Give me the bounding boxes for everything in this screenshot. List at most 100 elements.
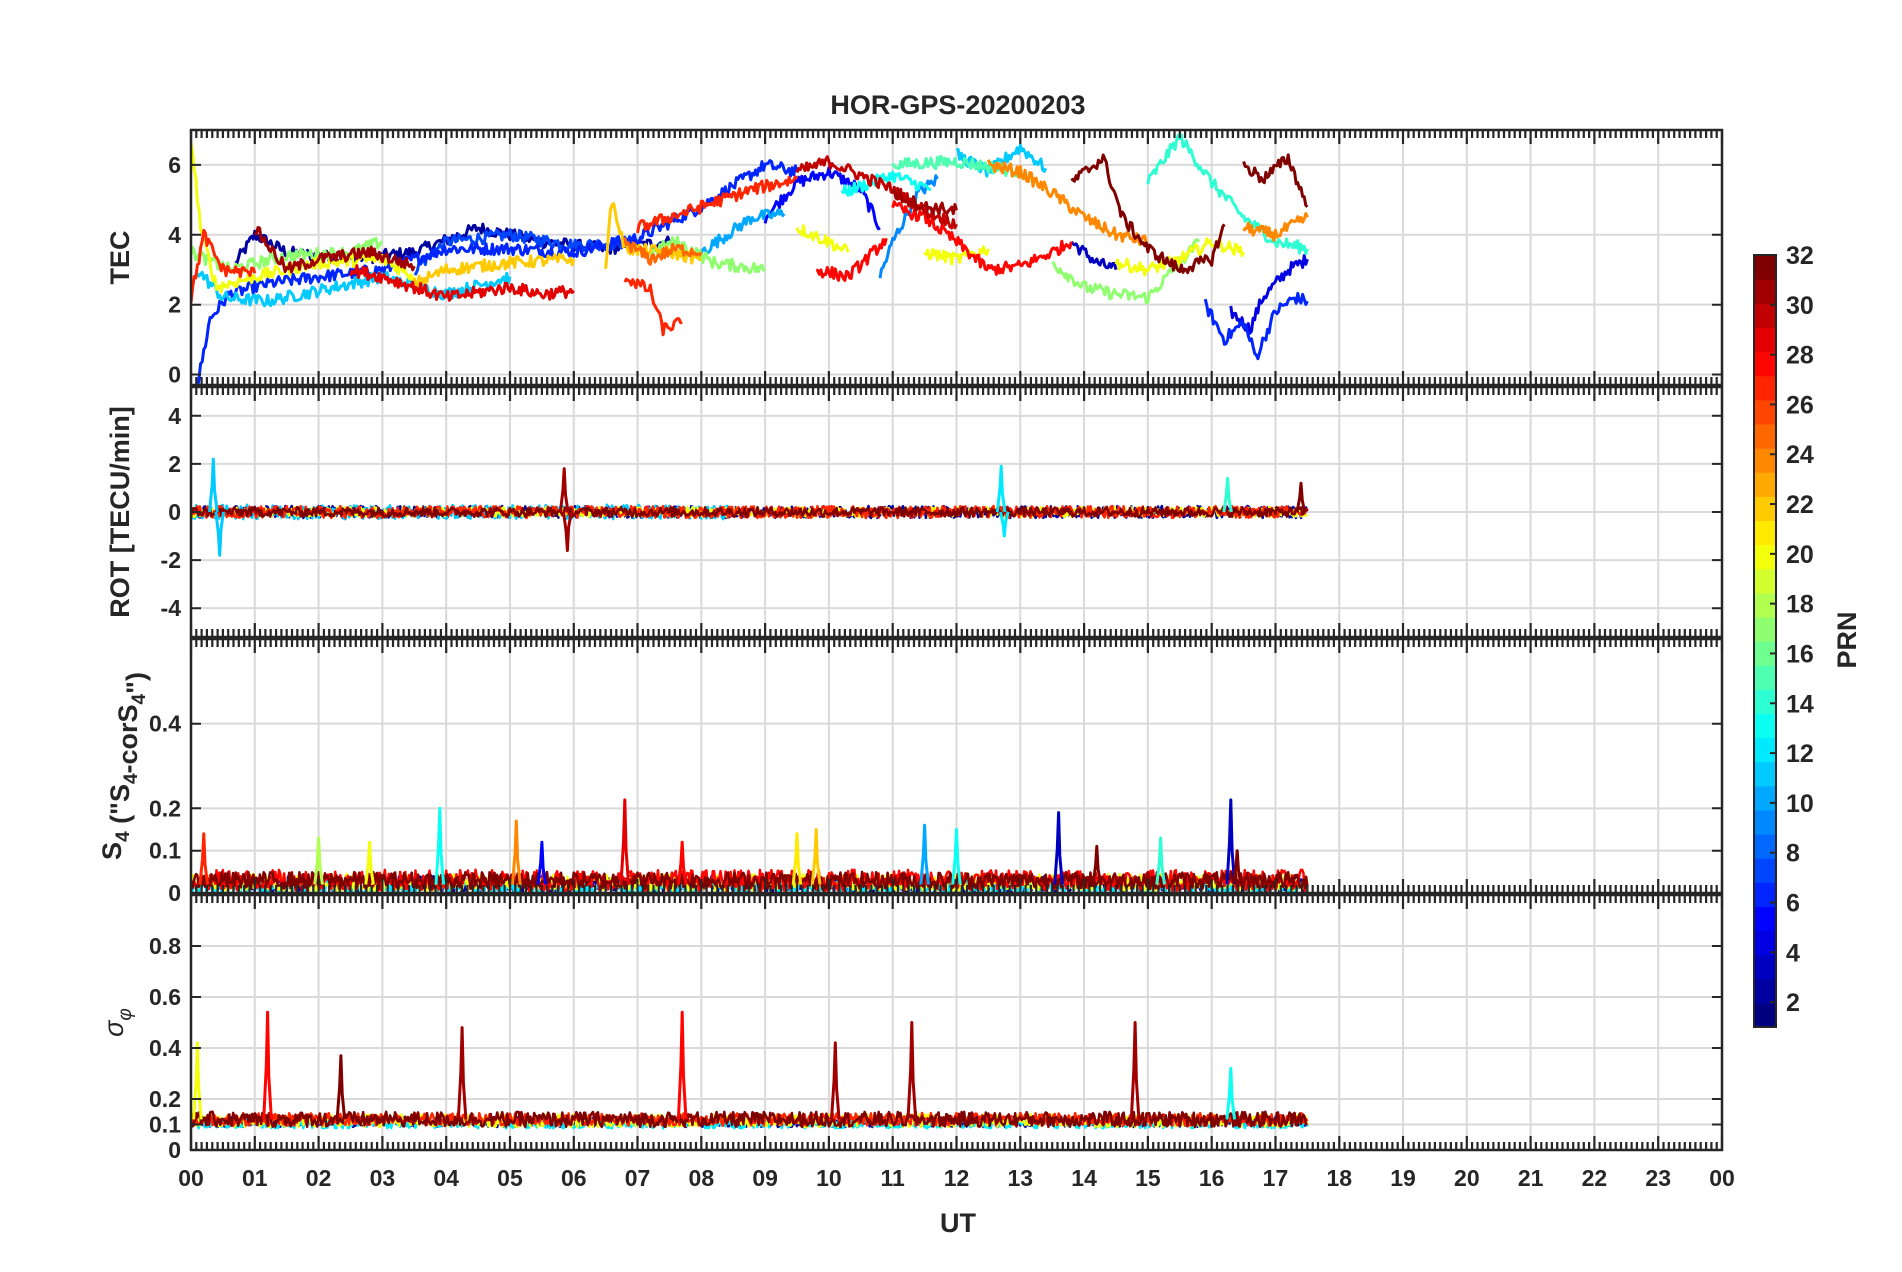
colorbar-frame (1753, 254, 1777, 1028)
panel-sigphi: 00.10.2 0.4 0.6 0.8 σφ 00 01 02 03 04 05 06 07 08 09 10… (99, 893, 1735, 1191)
colorbar-band (1754, 448, 1776, 473)
colorbar-tick-label: 18 (1786, 591, 1814, 619)
x-tick-label: 11 (881, 1165, 906, 1191)
y-axis-label-rot: ROT [TECU/min] (105, 406, 135, 617)
y-tick-label: -2 (161, 547, 181, 573)
y-tick-label: 4 (168, 222, 181, 248)
colorbar-band (1754, 930, 1776, 956)
colorbar-band (1754, 906, 1776, 932)
x-tick-label: 22 (1582, 1165, 1608, 1191)
colorbar-band (1754, 858, 1776, 883)
x-tick-label: 01 (242, 1165, 268, 1191)
colorbar-band (1754, 785, 1776, 811)
x-tick-label: 19 (1390, 1165, 1416, 1191)
data-layer (191, 133, 1309, 385)
spike-prn-21 (791, 832, 803, 885)
series-line-prn-17 (649, 235, 766, 275)
spike-prn-18 (313, 836, 324, 885)
spike-prn-32 (1091, 844, 1103, 885)
spike-prn-13 (1225, 1066, 1237, 1120)
spike-prn-20 (364, 840, 375, 885)
y-axis-label-sigma-phi: σφ (99, 1008, 136, 1037)
colorbar-band (1754, 375, 1776, 401)
colorbar-band (1754, 882, 1776, 907)
colorbar-tick-label: 10 (1786, 790, 1814, 818)
y-tick-label: 2 (168, 451, 181, 477)
colorbar-band (1754, 520, 1776, 546)
series-line-prn-5 (763, 166, 881, 231)
colorbar-tick-label: 20 (1786, 541, 1814, 569)
y-tick-label: 0 (168, 499, 181, 525)
colorbar-band (1754, 544, 1776, 570)
y-tick-label: 2 (168, 292, 181, 318)
spike-prn-31 (558, 467, 570, 513)
series-line-prn-32 (1242, 153, 1309, 208)
colorbar-band (1754, 303, 1776, 328)
colorbar-band (1754, 689, 1776, 714)
spike-prn-31 (562, 511, 573, 552)
series-line-prn-14 (1146, 133, 1309, 256)
x-tick-label: 14 (1071, 1165, 1097, 1191)
y-tick-label: 4 (168, 403, 181, 429)
spike-prn-28 (676, 1010, 688, 1120)
colorbar-band (1754, 834, 1776, 859)
x-tick-label: 18 (1326, 1165, 1352, 1191)
y-axis-label-s4: S4 ("S4-corS4") (97, 672, 151, 860)
series-line-prn-28 (815, 237, 888, 282)
colorbar-band (1754, 592, 1776, 618)
spike-prn-22 (810, 828, 822, 885)
panel-rot: -4 -2 0 2 4 ROT [TECU/min] (105, 385, 1724, 639)
y-tick-label: 0 (168, 1137, 181, 1163)
series-line-prn-31 (253, 226, 416, 274)
y-tick-label: 0.6 (149, 984, 181, 1010)
y-tick-label: 6 (168, 152, 181, 178)
colorbar-band (1754, 279, 1776, 304)
x-tick-label: 07 (625, 1165, 651, 1191)
spike-prn-32 (335, 1054, 347, 1120)
y-tick-label: 0.4 (149, 711, 181, 737)
series-line-prn-24 (986, 159, 1149, 247)
colorbar-label: PRN (1832, 611, 1862, 668)
series-line-prn-24 (1242, 212, 1309, 242)
colorbar-band (1754, 616, 1776, 642)
spike-prn-11 (214, 511, 225, 557)
x-tick-label: 20 (1454, 1165, 1480, 1191)
series-line-prn-10 (699, 208, 786, 255)
colorbar-tick-label: 14 (1786, 690, 1814, 718)
colorbar-band (1754, 255, 1776, 280)
series-line-prn-27 (191, 228, 257, 303)
y-tick-label: 0.1 (149, 1112, 181, 1138)
colorbar-tick-label: 8 (1786, 840, 1800, 868)
colorbar-tick-label: 4 (1786, 939, 1800, 967)
x-tick-label: 12 (944, 1165, 970, 1191)
series-line-prn-22 (412, 252, 576, 288)
series-line-prn-27 (623, 277, 683, 337)
series-line-prn-3 (1070, 240, 1118, 271)
spike-prn-12 (995, 464, 1007, 513)
spike-prn-31 (1129, 1021, 1141, 1120)
spike-prn-28 (676, 840, 688, 885)
colorbar-band (1754, 423, 1776, 449)
series-line-prn-29 (349, 264, 575, 302)
colorbar-band (1754, 399, 1776, 425)
x-tick-label: 08 (689, 1165, 715, 1191)
y-tick-label: 0.2 (149, 795, 181, 821)
series-line-prn-30 (795, 155, 958, 230)
colorbar-tick-label: 6 (1786, 889, 1800, 917)
series-line-prn-20 (1114, 237, 1245, 277)
colorbar-band (1754, 568, 1776, 594)
colorbar-band (1754, 1002, 1776, 1028)
x-tick-label: 16 (1199, 1165, 1225, 1191)
colorbar-tick-label: 26 (1786, 391, 1814, 419)
x-tick-label: 15 (1135, 1165, 1161, 1191)
colorbar-band (1754, 978, 1776, 1004)
x-tick-label: 17 (1263, 1165, 1289, 1191)
spike-prn-31 (456, 1026, 468, 1120)
y-tick-label: 0.8 (149, 933, 181, 959)
spike-prn-32 (1295, 481, 1307, 513)
colorbar-band (1754, 351, 1776, 377)
colorbar-band (1754, 737, 1776, 763)
spike-prn-14 (1222, 476, 1233, 513)
spike-prn-3 (1225, 798, 1237, 885)
